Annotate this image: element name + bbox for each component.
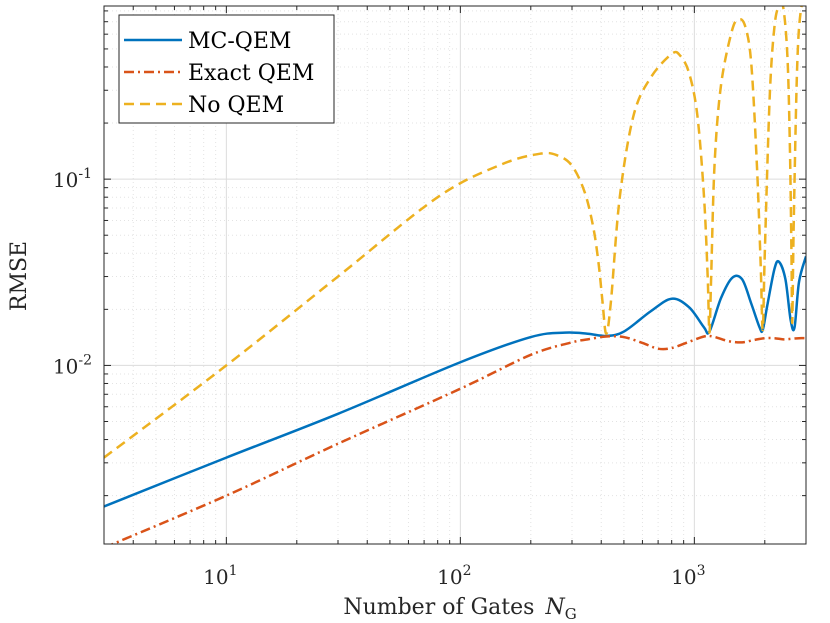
x-tick-label-exponent: 1 xyxy=(229,563,238,579)
y-tick-label-exponent: -2 xyxy=(78,352,92,368)
series-line-mc-qem xyxy=(104,256,806,508)
y-tick-label: 10-2 xyxy=(53,352,92,378)
y-axis-title: RMSE xyxy=(7,241,32,311)
x-tick-label: 101 xyxy=(203,563,237,589)
series-layer xyxy=(104,6,806,544)
y-tick-label-base: 10 xyxy=(53,354,78,378)
series-line-exact-qem xyxy=(109,334,806,544)
legend: MC-QEM Exact QEM No QEM xyxy=(118,14,335,124)
legend-label-mc-qem: MC-QEM xyxy=(188,29,291,54)
x-tick-label: 103 xyxy=(671,563,705,589)
x-axis-subscript: G xyxy=(565,605,577,623)
x-tick-label: 102 xyxy=(437,563,471,589)
x-tick-label-exponent: 2 xyxy=(463,563,472,579)
legend-label-no-qem: No QEM xyxy=(188,93,284,118)
x-axis-title-text: Number of Gates xyxy=(343,595,534,620)
x-tick-label-base: 10 xyxy=(437,565,462,589)
x-axis-title: Number of Gates NG xyxy=(343,595,576,623)
y-tick-label-exponent: -1 xyxy=(78,166,92,182)
plot-frame xyxy=(103,5,807,545)
tick-marks xyxy=(103,6,807,544)
legend-label-exact-qem: Exact QEM xyxy=(188,61,314,86)
x-tick-label-base: 10 xyxy=(203,565,228,589)
x-axis-symbol: N xyxy=(544,595,565,620)
series-line-no-qem xyxy=(104,6,803,459)
y-tick-label: 10-1 xyxy=(53,166,92,192)
y-tick-label-base: 10 xyxy=(53,168,78,192)
x-tick-label-exponent: 3 xyxy=(697,563,706,579)
legend-box xyxy=(118,14,335,124)
x-tick-label-base: 10 xyxy=(671,565,696,589)
